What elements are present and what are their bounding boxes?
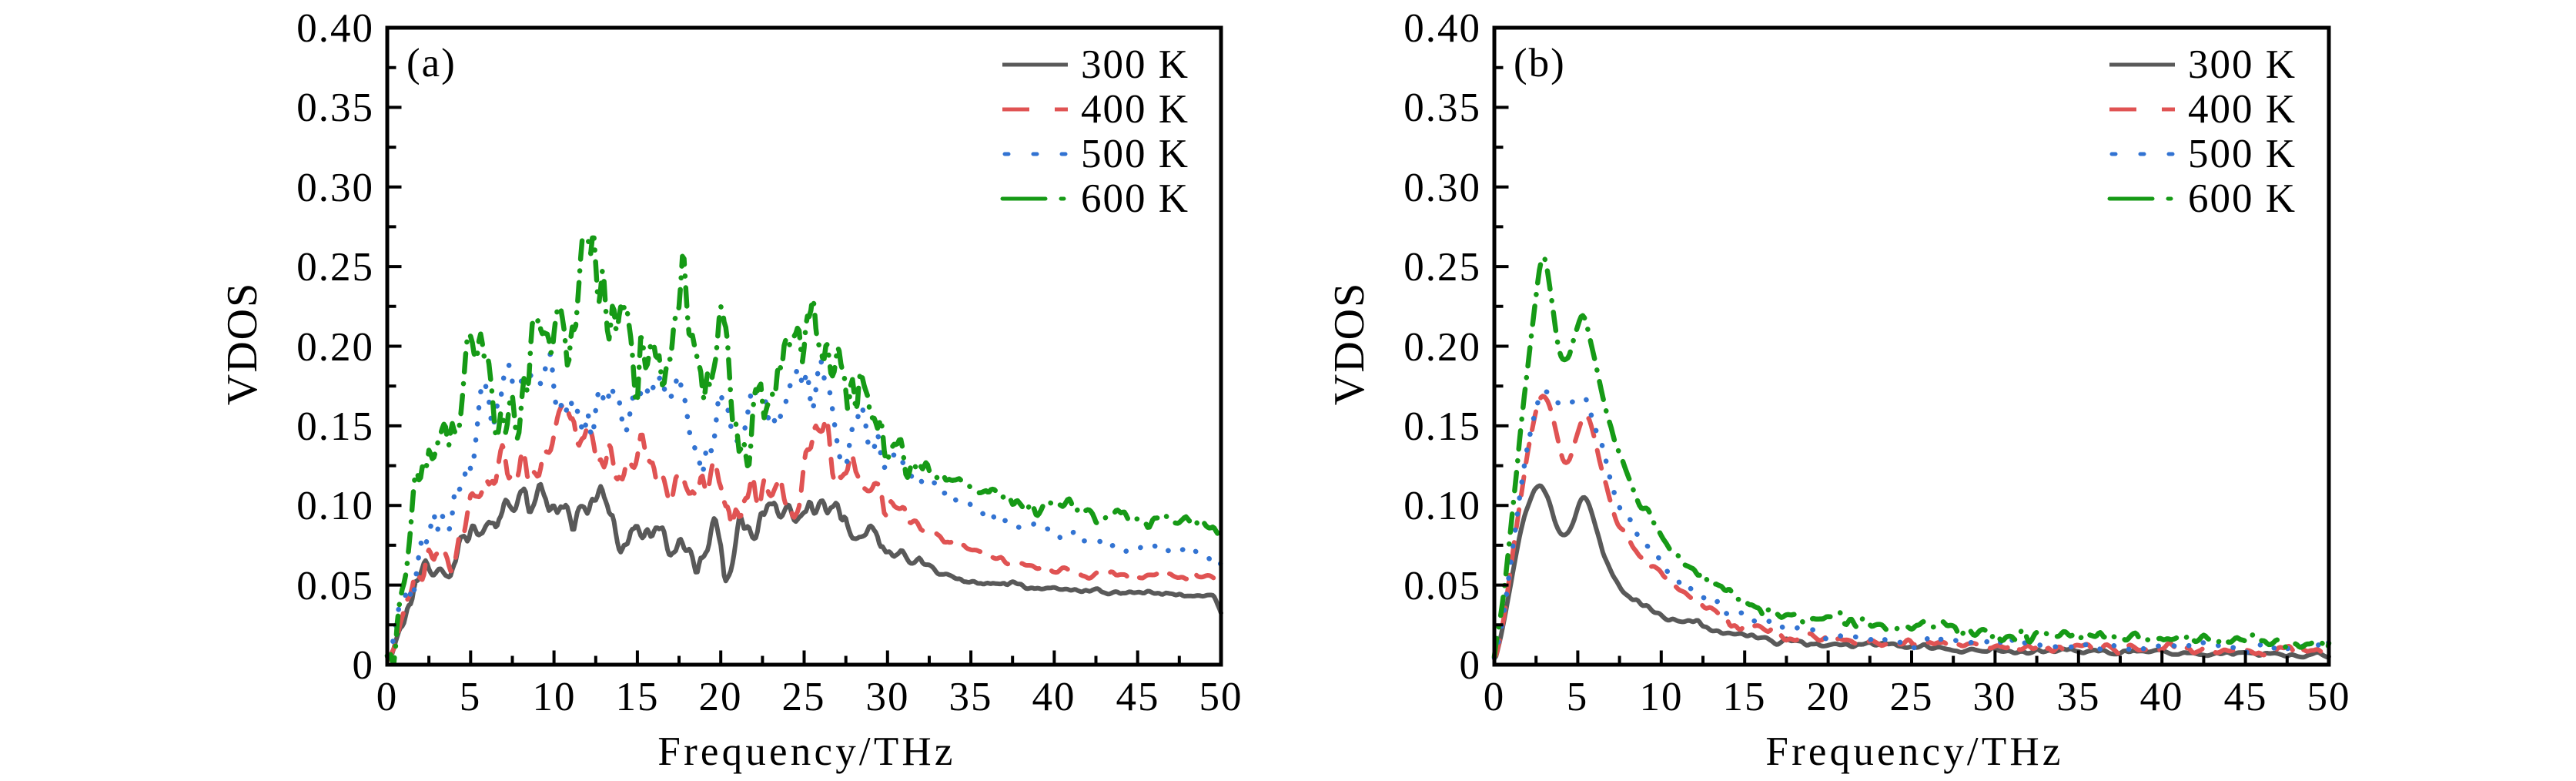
svg-text:30: 30: [1973, 675, 2017, 719]
svg-text:5: 5: [460, 675, 482, 719]
svg-text:5: 5: [1567, 675, 1589, 719]
svg-text:0.10: 0.10: [1403, 484, 1481, 528]
svg-text:40: 40: [1032, 675, 1076, 719]
svg-text:500 K: 500 K: [1081, 132, 1189, 176]
svg-text:0.40: 0.40: [296, 6, 374, 51]
svg-text:300 K: 300 K: [2188, 42, 2297, 87]
svg-text:40: 40: [2140, 675, 2184, 719]
svg-text:0.35: 0.35: [296, 85, 374, 130]
svg-text:Frequency/THz: Frequency/THz: [1765, 729, 2063, 774]
svg-text:0.25: 0.25: [1403, 245, 1481, 290]
svg-text:0.35: 0.35: [1403, 85, 1481, 130]
svg-text:300 K: 300 K: [1081, 42, 1189, 87]
svg-text:(b): (b): [1514, 41, 1566, 85]
svg-text:0.15: 0.15: [1403, 404, 1481, 449]
svg-text:0.25: 0.25: [296, 245, 374, 290]
svg-text:0: 0: [353, 643, 375, 688]
svg-text:(a): (a): [406, 41, 457, 85]
svg-text:Frequency/THz: Frequency/THz: [657, 729, 955, 774]
svg-text:25: 25: [782, 675, 826, 719]
svg-text:0.15: 0.15: [296, 404, 374, 449]
svg-text:0.30: 0.30: [296, 166, 374, 210]
svg-text:0.10: 0.10: [296, 484, 374, 528]
svg-text:600 K: 600 K: [1081, 176, 1189, 221]
svg-text:35: 35: [2057, 675, 2101, 719]
svg-text:15: 15: [1723, 675, 1767, 719]
svg-text:15: 15: [616, 675, 660, 719]
svg-text:20: 20: [1807, 675, 1851, 719]
svg-text:30: 30: [866, 675, 910, 719]
svg-text:10: 10: [533, 675, 577, 719]
svg-text:0.05: 0.05: [296, 564, 374, 608]
svg-text:35: 35: [949, 675, 993, 719]
svg-text:0: 0: [376, 675, 399, 719]
svg-text:VDOS: VDOS: [1326, 282, 1373, 405]
svg-text:600 K: 600 K: [2188, 176, 2297, 221]
svg-text:400 K: 400 K: [1081, 87, 1189, 132]
svg-text:50: 50: [1199, 675, 1243, 719]
svg-text:0: 0: [1460, 643, 1482, 688]
svg-text:0.20: 0.20: [296, 325, 374, 370]
svg-text:45: 45: [2224, 675, 2268, 719]
svg-text:VDOS: VDOS: [219, 282, 266, 405]
svg-text:0.05: 0.05: [1403, 564, 1481, 608]
svg-text:50: 50: [2307, 675, 2351, 719]
svg-text:25: 25: [1890, 675, 1934, 719]
svg-text:500 K: 500 K: [2188, 132, 2297, 176]
svg-text:20: 20: [699, 675, 743, 719]
svg-text:0.30: 0.30: [1403, 166, 1481, 210]
svg-text:0.40: 0.40: [1403, 6, 1481, 51]
svg-text:10: 10: [1640, 675, 1684, 719]
svg-text:45: 45: [1116, 675, 1160, 719]
svg-text:0.20: 0.20: [1403, 325, 1481, 370]
svg-text:0: 0: [1484, 675, 1506, 719]
svg-text:400 K: 400 K: [2188, 87, 2297, 132]
